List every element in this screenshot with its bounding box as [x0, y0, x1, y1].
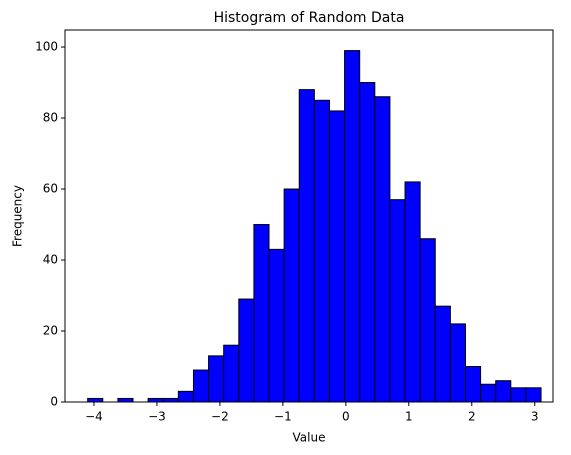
x-tick-label: −3: [148, 410, 166, 424]
y-tick-label: 20: [43, 324, 58, 338]
y-tick-label: 60: [43, 182, 58, 196]
bar: [434, 305, 451, 403]
x-tick-label: −1: [274, 410, 292, 424]
bar: [464, 366, 482, 403]
bar: [480, 383, 497, 403]
chart-title: Histogram of Random Data: [214, 10, 405, 26]
x-tick-label: 2: [468, 410, 476, 424]
bar: [192, 369, 210, 403]
y-tick-label: 80: [43, 111, 58, 125]
bar: [419, 238, 436, 403]
x-tick-label: 1: [405, 410, 413, 424]
y-tick-label: 100: [35, 40, 58, 54]
bar: [253, 224, 270, 403]
bar: [87, 397, 104, 403]
x-tick-label: −2: [211, 410, 229, 424]
bar: [177, 390, 194, 403]
x-tick-label: 0: [342, 410, 350, 424]
bar: [389, 199, 406, 403]
bar: [238, 298, 255, 403]
x-tick-label: 3: [531, 410, 539, 424]
y-tick-label: 40: [43, 253, 58, 267]
bar: [344, 50, 361, 403]
bar: [404, 181, 421, 403]
bar: [208, 355, 225, 403]
bar: [298, 89, 315, 403]
bar: [268, 248, 285, 403]
bar: [328, 110, 346, 403]
bar: [283, 188, 300, 403]
bar: [313, 99, 330, 403]
bar: [359, 82, 376, 403]
bar: [510, 387, 527, 403]
bar: [495, 380, 512, 403]
bar: [223, 344, 240, 403]
bar: [117, 397, 134, 403]
bar: [147, 397, 164, 403]
bar: [162, 397, 179, 403]
x-tick-label: −4: [85, 410, 103, 424]
bar: [449, 323, 466, 403]
y-tick-label: 0: [50, 395, 58, 409]
bar: [374, 96, 391, 403]
bar: [525, 387, 542, 403]
x-axis-label: Value: [293, 431, 326, 445]
y-axis-label: Frequency: [11, 185, 25, 247]
axes-frame: [64, 29, 554, 403]
